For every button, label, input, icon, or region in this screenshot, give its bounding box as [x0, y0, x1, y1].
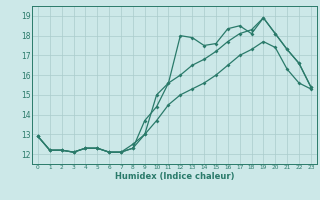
X-axis label: Humidex (Indice chaleur): Humidex (Indice chaleur) — [115, 172, 234, 181]
